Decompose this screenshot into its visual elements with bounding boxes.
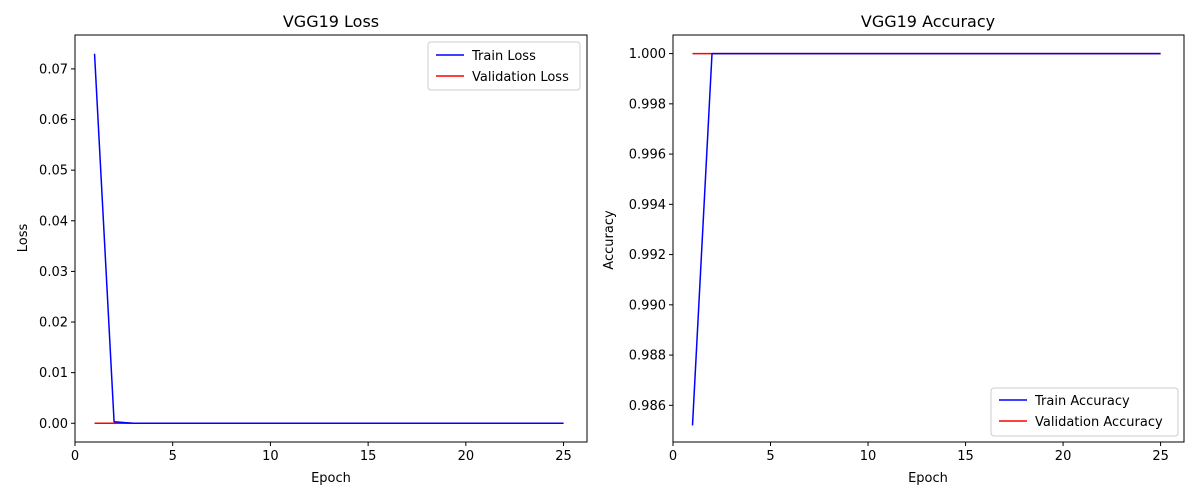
accuracy-legend-validation-label: Validation Accuracy [1035,415,1163,430]
accuracy-y-tick-label: 0.992 [629,248,666,263]
loss-y-tick-label: 0.03 [39,265,68,280]
accuracy-x-tick-label: 0 [669,449,677,464]
loss-x-tick-label: 0 [71,449,79,464]
accuracy-plot-title: VGG19 Accuracy [861,12,995,31]
accuracy-plot: VGG19 Accuracy 0 5 10 15 20 25 0.986 0.988 0.990… [602,12,1185,486]
accuracy-y-tick-label: 0.986 [629,399,666,414]
loss-y-tick-label: 0.07 [39,62,68,77]
accuracy-y-tick-label: 0.996 [629,148,666,163]
loss-train-line [93,53,564,425]
accuracy-legend-box [990,387,1179,437]
accuracy-legend: Train Accuracy Validation Accuracy [990,387,1179,437]
accuracy-plot-lines [691,52,1161,426]
accuracy-plot-frame [672,34,1185,443]
loss-plot-frame [74,34,588,443]
loss-plot-ticks: 0 5 10 15 20 25 0.00 0.01 0.02 0.03 0.04 0.05 0.06 0.… [39,62,572,464]
loss-x-tick-label: 5 [169,449,177,464]
accuracy-train-line [691,52,1161,426]
loss-legend-validation-label: Validation Loss [472,70,569,85]
loss-x-tick-label: 15 [360,449,377,464]
loss-y-tick-label: 0.00 [39,417,68,432]
loss-x-tick-label: 20 [458,449,475,464]
loss-y-axis-label: Loss [16,224,31,253]
accuracy-x-tick-label: 10 [860,449,877,464]
loss-x-axis-label: Epoch [311,471,351,486]
accuracy-y-tick-label: 0.994 [629,198,666,213]
loss-y-tick-label: 0.04 [39,214,68,229]
loss-y-tick-label: 0.05 [39,164,68,179]
loss-x-tick-label: 10 [262,449,279,464]
accuracy-x-tick-label: 15 [957,449,974,464]
accuracy-y-axis-label: Accuracy [602,210,617,270]
accuracy-y-tick-label: 0.988 [629,349,666,364]
loss-plot-lines [93,53,564,425]
accuracy-y-tick-label: 0.990 [629,298,666,313]
accuracy-x-axis-label: Epoch [908,471,948,486]
loss-y-tick-label: 0.01 [39,366,68,381]
accuracy-legend-train-label: Train Accuracy [1034,394,1130,409]
accuracy-y-tick-label: 1.000 [629,47,666,62]
loss-y-tick-label: 0.06 [39,113,68,128]
loss-plot: VGG19 Loss 0 5 10 15 20 25 0.00 0.01 0.02 0.03 0.0… [16,12,588,486]
loss-legend-train-label: Train Loss [471,49,536,64]
accuracy-x-tick-label: 5 [766,449,774,464]
accuracy-x-tick-label: 20 [1055,449,1072,464]
accuracy-x-tick-label: 25 [1152,449,1169,464]
loss-plot-title: VGG19 Loss [283,12,379,31]
loss-y-tick-label: 0.02 [39,316,68,331]
loss-legend: Train Loss Validation Loss [427,41,581,91]
accuracy-y-tick-label: 0.998 [629,97,666,112]
accuracy-plot-ticks: 0 5 10 15 20 25 0.986 0.988 0.990 0.992 0.994 0.996… [629,47,1169,464]
loss-x-tick-label: 25 [555,449,572,464]
loss-legend-box [427,41,581,91]
